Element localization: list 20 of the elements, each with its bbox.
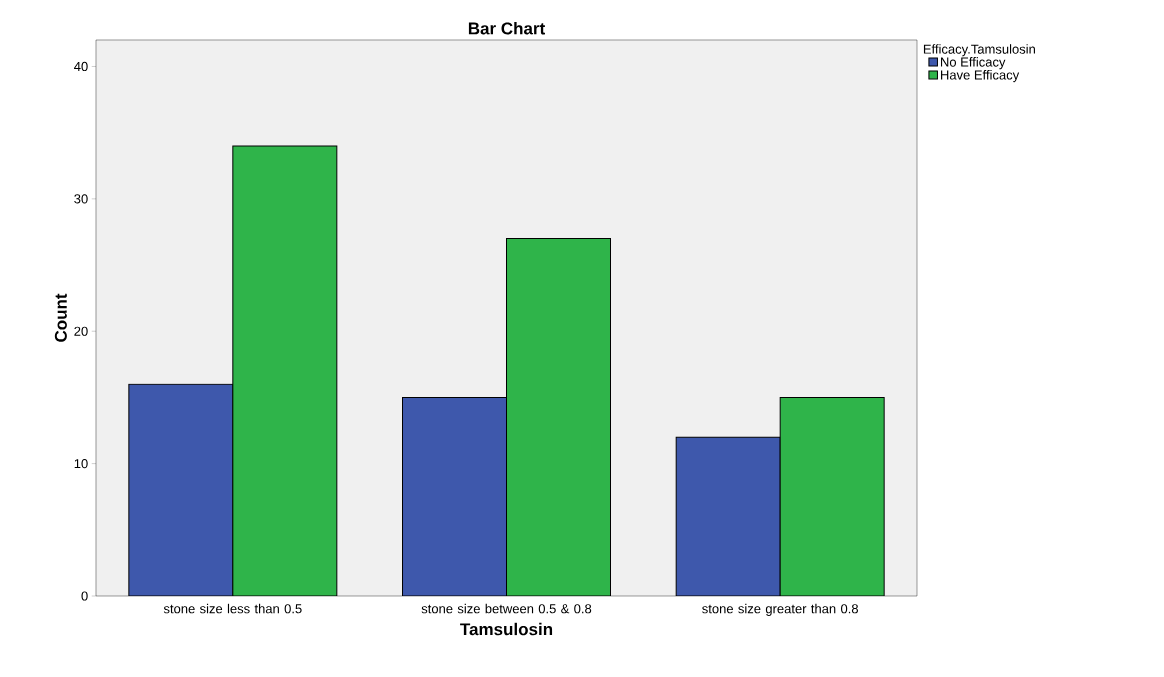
legend-title: Efficacy.Tamsulosin (923, 44, 1035, 57)
bar (232, 145, 338, 596)
y-tick-label: 0 (81, 591, 88, 601)
y-tick-label: 40 (74, 61, 88, 72)
bar (402, 397, 507, 596)
y-tick-label: 30 (74, 194, 88, 204)
legend-label: No Efficacy (941, 57, 1006, 70)
y-tick-label: 20 (74, 326, 88, 336)
bar (128, 383, 234, 596)
x-tick-label: stone size greater than 0.8 (702, 603, 858, 616)
bar (779, 396, 885, 596)
x-axis-title: Tamsulosin (460, 622, 553, 636)
legend-label: Have Efficacy (941, 70, 1020, 83)
x-tick-label: stone size less than 0.5 (163, 603, 302, 614)
bar (675, 436, 781, 596)
y-axis-title: Count (54, 293, 67, 342)
y-tick-label: 10 (74, 459, 88, 469)
bar (506, 238, 611, 596)
chart-title: Bar Chart (468, 21, 546, 35)
x-tick-label: stone size between 0.5 & 0.8 (421, 603, 592, 614)
